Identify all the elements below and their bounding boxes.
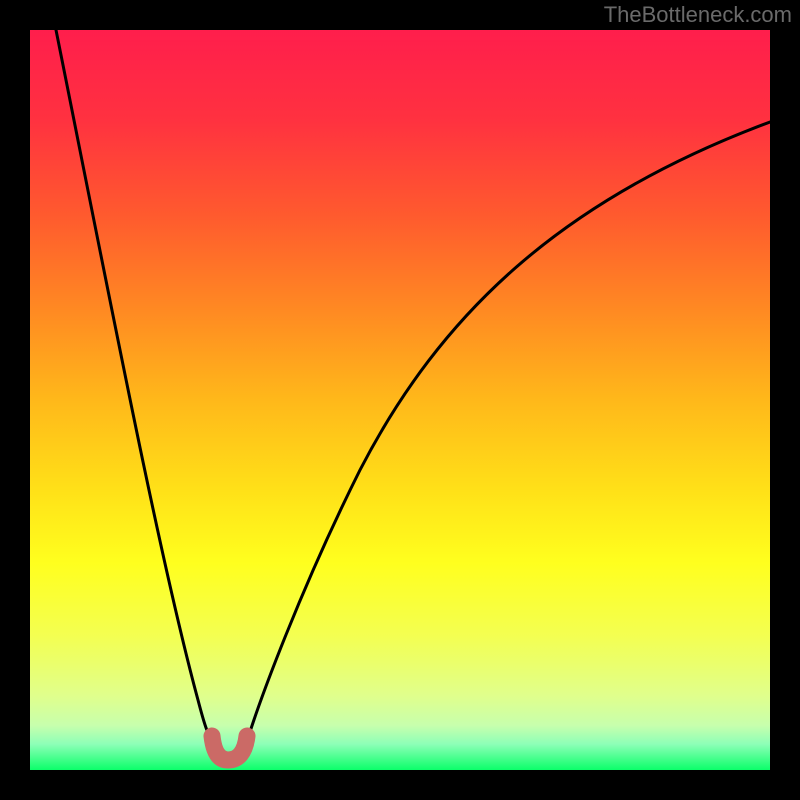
chart-svg xyxy=(0,0,800,800)
chart-stage: TheBottleneck.com xyxy=(0,0,800,800)
